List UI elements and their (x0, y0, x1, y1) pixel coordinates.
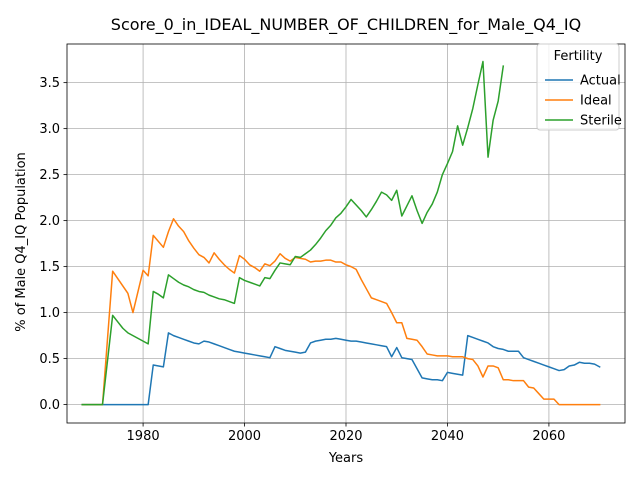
y-tick-label: 2.0 (39, 214, 60, 229)
x-tick-label: 1980 (127, 429, 160, 444)
y-tick-label: 3.0 (39, 122, 60, 137)
legend-label-sterile: Sterile (580, 114, 622, 129)
y-tick-label: 3.5 (39, 76, 60, 91)
y-tick-label: 0.5 (39, 352, 60, 367)
legend-box (536, 43, 620, 131)
legend-label-actual: Actual (580, 74, 621, 89)
x-tick-label: 2040 (431, 429, 464, 444)
chart-title: Score_0_in_IDEAL_NUMBER_OF_CHILDREN_for_… (111, 15, 581, 35)
series-lines (81, 60, 601, 406)
y-axis-ticks: 0.0 0.5 1.0 1.5 2.0 2.5 3.0 3.5 (39, 76, 67, 413)
y-axis-label: % of Male Q4_IQ Population (14, 152, 29, 332)
y-tick-label: 1.0 (39, 306, 60, 321)
x-tick-label: 2020 (329, 429, 362, 444)
legend-label-ideal: Ideal (580, 94, 612, 109)
series-line-actual (81, 332, 601, 406)
y-tick-label: 1.5 (39, 260, 60, 275)
legend-title: Fertility (554, 49, 603, 64)
legend: Fertility Actual Ideal Sterile (536, 43, 622, 131)
series-line-ideal (81, 218, 601, 406)
series-line-sterile (81, 60, 505, 406)
y-tick-label: 2.5 (39, 168, 60, 183)
grid-lines (67, 44, 625, 423)
x-tick-label: 2000 (228, 429, 261, 444)
x-tick-label: 2060 (532, 429, 565, 444)
x-axis-label: Years (328, 451, 364, 466)
y-tick-label: 0.0 (39, 398, 60, 413)
x-axis-ticks: 1980 2000 2020 2040 2060 (127, 423, 565, 444)
